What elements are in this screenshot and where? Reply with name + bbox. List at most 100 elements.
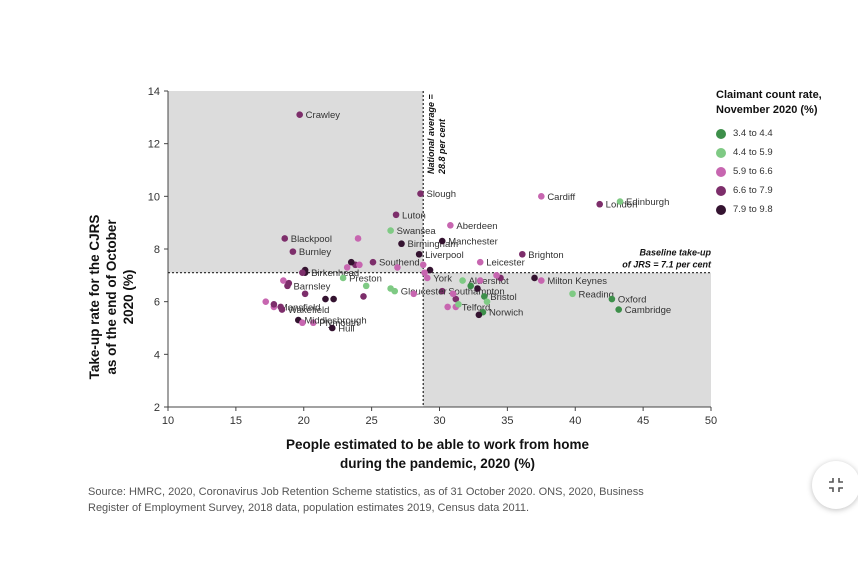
point-label: Aldershot (469, 276, 509, 287)
data-point (410, 290, 418, 298)
data-point (360, 293, 367, 300)
point-label: Aberdeen (456, 221, 497, 232)
collapse-icon (829, 478, 843, 492)
data-point (569, 290, 576, 298)
legend-label: 4.4 to 5.9 (733, 147, 773, 158)
legend-items: 3.4 to 4.4 4.4 to 5.9 5.9 to 6.6 6.6 to 7.9… (716, 124, 854, 219)
y-axis-title: Take-up rate for the CJRS (87, 215, 102, 380)
point-label: Bristol (490, 292, 516, 303)
point-label: Swansea (397, 226, 437, 237)
point-label: Middlesbrough (304, 316, 366, 327)
legend-title: Claimant count rate, November 2020 (%) (716, 89, 822, 116)
x-tick-label: 40 (569, 415, 581, 427)
data-point (322, 295, 329, 303)
data-point (369, 258, 377, 266)
point-label: Manchester (448, 237, 498, 248)
y-axis-title: as of the end of October (104, 219, 119, 375)
data-point (616, 198, 624, 205)
data-point (392, 211, 400, 219)
point-label: Luton (402, 210, 426, 221)
legend-item: 6.6 to 7.9 (716, 181, 854, 200)
data-point (328, 324, 336, 332)
data-point (280, 277, 287, 284)
point-label: Reading (579, 289, 614, 300)
data-point (339, 274, 347, 282)
data-point (474, 285, 481, 292)
national-average-label: National average = (426, 93, 436, 174)
legend-item: 7.9 to 9.8 (716, 200, 854, 219)
data-point (387, 285, 394, 292)
y-tick-label: 4 (154, 349, 160, 361)
legend-item: 5.9 to 6.6 (716, 162, 854, 181)
point-label: Birkenhead (311, 268, 359, 279)
data-point (330, 295, 337, 303)
data-point (476, 258, 484, 266)
data-point (467, 282, 475, 290)
data-point (459, 277, 466, 284)
data-point (394, 264, 401, 271)
data-point (285, 279, 293, 287)
data-point (476, 277, 484, 284)
data-point (387, 227, 394, 234)
data-point (447, 222, 454, 229)
y-tick-label: 14 (148, 86, 160, 98)
data-point (423, 274, 431, 282)
data-point (289, 248, 297, 255)
data-point (299, 319, 306, 327)
legend-label: 5.9 to 6.6 (733, 166, 773, 177)
data-point (455, 301, 462, 308)
data-point (538, 277, 545, 284)
point-label: Norwich (489, 308, 523, 319)
x-tick-label: 25 (366, 415, 378, 427)
data-point (615, 306, 622, 313)
point-label: Cardiff (547, 192, 575, 203)
national-average-label: 28.8 per cent (437, 118, 447, 175)
point-label: Southend (379, 258, 420, 269)
legend-swatch (716, 204, 726, 215)
data-point (417, 190, 424, 197)
x-tick-label: 50 (705, 415, 717, 427)
point-label: Slough (426, 189, 456, 200)
point-label: Hull (338, 324, 354, 335)
data-point (301, 290, 309, 298)
point-label: Cambridge (625, 305, 671, 316)
data-point (449, 290, 457, 298)
data-point (475, 311, 483, 319)
point-label: Liverpool (425, 250, 464, 261)
point-label: Edinburgh (626, 197, 669, 208)
exit-fullscreen-button[interactable] (812, 461, 858, 509)
point-label: London (606, 200, 638, 211)
data-point (493, 272, 500, 279)
y-tick-label: 8 (154, 244, 160, 256)
legend-item: 4.4 to 5.9 (716, 143, 854, 162)
point-label: Telford (462, 302, 491, 313)
point-label: Leicester (486, 258, 525, 269)
legend-swatch (716, 147, 726, 158)
legend-label: 6.6 to 7.9 (733, 185, 773, 196)
shaded-quadrant-bottom-right (423, 272, 711, 407)
data-point (438, 287, 446, 295)
data-point (277, 303, 284, 311)
data-point (483, 298, 491, 305)
y-tick-label: 10 (148, 191, 160, 203)
point-label: Barnsley (293, 281, 330, 292)
shaded-quadrant-top-left (168, 91, 424, 273)
x-tick-label: 10 (162, 415, 174, 427)
point-label: Plymouth (319, 318, 359, 329)
data-point (270, 301, 278, 308)
y-tick-label: 6 (154, 297, 160, 309)
source-note: Source: HMRC, 2020, Coronavirus Job Rete… (88, 486, 644, 514)
point-label: Blackpool (291, 234, 332, 245)
data-point (415, 250, 423, 258)
data-point (262, 298, 270, 305)
y-tick-label: 12 (148, 139, 160, 151)
data-point (519, 250, 526, 258)
point-label: Preston (349, 273, 382, 284)
point-label: Mansfield (280, 302, 321, 313)
data-point (452, 295, 460, 303)
data-point (419, 261, 427, 269)
y-axis-title: 2020 (%) (121, 270, 136, 325)
baseline-takeup-label: of JRS = 7.1 per cent (622, 260, 712, 270)
